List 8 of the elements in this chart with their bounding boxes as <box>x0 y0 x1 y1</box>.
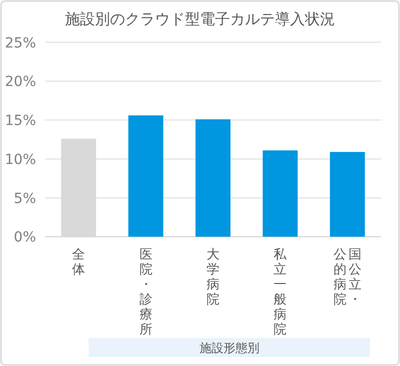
y-tick-label: 5% <box>14 190 36 207</box>
y-tick-label: 15% <box>4 113 36 130</box>
y-tick-label: 10% <box>4 152 36 168</box>
y-tick-label: 25% <box>4 35 36 52</box>
y-tick-label: 20% <box>4 74 36 90</box>
y-tick-label: 0% <box>14 230 36 246</box>
chart-title: 施設別のクラウド型電子カルテ導入状況 <box>65 10 335 28</box>
text: 施設形態別 <box>199 341 260 355</box>
